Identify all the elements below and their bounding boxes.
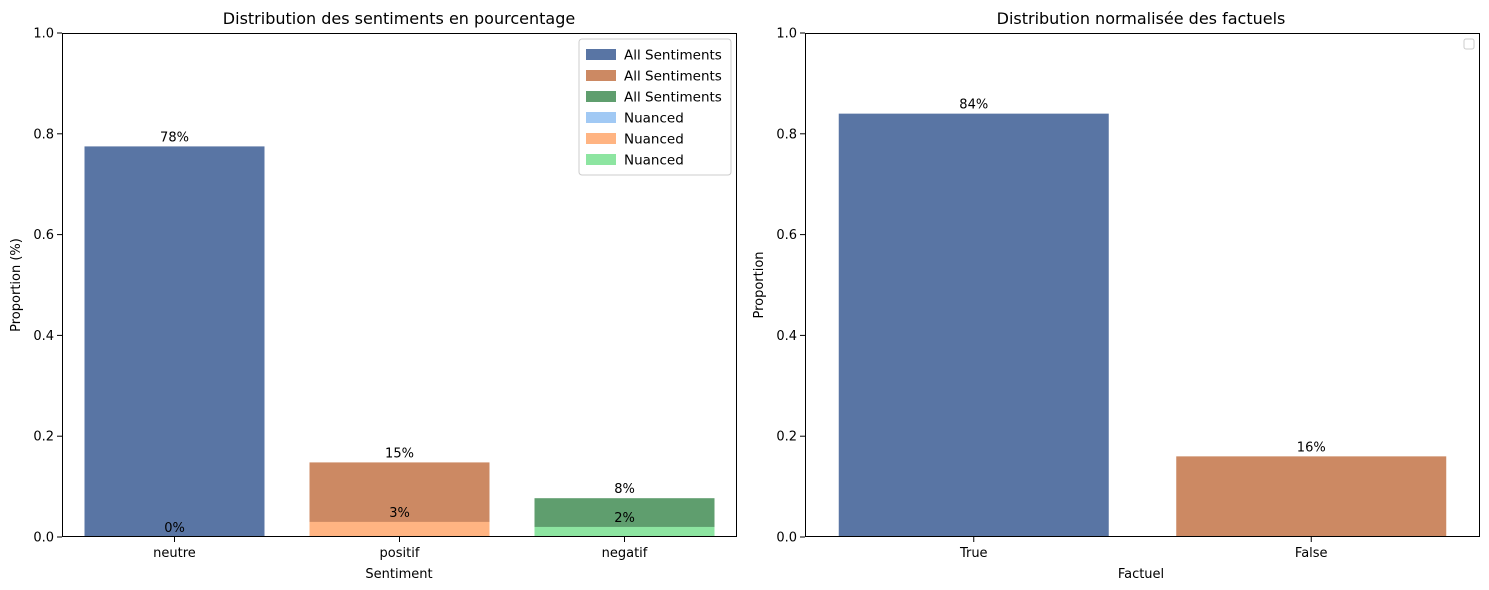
chart2-ytick-label: 0.0	[776, 531, 797, 546]
chart2-data-label: 84%	[959, 98, 988, 113]
chart1-data-label: 78%	[160, 130, 189, 145]
chart1-legend-swatch	[586, 49, 616, 60]
chart2-ytick-label: 0.8	[776, 127, 797, 142]
chart1-ytick-label: 0.8	[33, 127, 54, 142]
chart2-ytick-label: 0.2	[776, 430, 797, 445]
chart1-ytick-label: 0.4	[33, 329, 54, 344]
chart1-xlabel: Sentiment	[365, 567, 432, 582]
chart2-legend-box	[1463, 38, 1475, 50]
chart1-ylabel: Proportion (%)	[9, 238, 24, 332]
chart2-ytick-label: 1.0	[776, 27, 797, 42]
chart2-xtick-label: True	[959, 546, 988, 561]
chart1-data-label: 8%	[614, 482, 635, 497]
chart1-legend-label: Nuanced	[624, 153, 684, 169]
chart2-title: Distribution normalisée des factuels	[997, 9, 1286, 28]
chart1-legend-label: All Sentiments	[624, 69, 722, 85]
chart1-ytick-label: 1.0	[33, 27, 54, 42]
chart2-axes-frame	[805, 33, 1480, 537]
chart1-ytick-label: 0.0	[33, 531, 54, 546]
chart1-xtick-label: negatif	[602, 546, 648, 561]
chart1-bar-all-sentiments-neutre	[84, 146, 265, 537]
chart2-ylabel: Proportion	[752, 251, 767, 318]
chart1-legend-label: Nuanced	[624, 132, 684, 148]
chart2-ytick-label: 0.6	[776, 228, 797, 243]
chart1-axes-frame	[62, 33, 737, 537]
chart1-legend-label: Nuanced	[624, 111, 684, 127]
chart1-legend-swatch	[586, 91, 616, 102]
chart2-bar-series-false	[1176, 456, 1447, 537]
factuel-chart: Distribution normalisée des factuels Fac…	[752, 9, 1480, 582]
chart1-legend-swatch	[586, 133, 616, 144]
chart1-legend-box	[578, 38, 732, 176]
chart1-bar-nuanced-negatif	[534, 526, 715, 537]
chart1-legend-swatch	[586, 70, 616, 81]
chart1-xtick-label: neutre	[153, 546, 196, 561]
chart1-legend-label: All Sentiments	[624, 90, 722, 106]
chart2-data-label: 16%	[1297, 440, 1326, 455]
chart1-ytick-label: 0.6	[33, 228, 54, 243]
chart1-plot: 0.0 0.2 0.4 0.6 0.8 1.0 78% 15% 8% 0% 3% 2% neutre po…	[33, 27, 737, 561]
chart1-legend-swatch	[586, 112, 616, 123]
chart2-plot: 0.0 0.2 0.4 0.6 0.8 1.0 84% 16% True False	[776, 27, 1480, 561]
chart1-legend-label: All Sentiments	[624, 48, 722, 64]
chart1-data-label: 2%	[614, 511, 635, 526]
chart1-bar-nuanced-positif	[309, 521, 490, 537]
chart1-legend: All Sentiments All Sentiments All Sentimen…	[578, 38, 732, 176]
chart2-ytick-label: 0.4	[776, 329, 797, 344]
chart1-title: Distribution des sentiments en pourcenta…	[223, 9, 575, 28]
chart1-data-label: 15%	[385, 446, 414, 461]
chart1-ytick-label: 0.2	[33, 430, 54, 445]
sentiment-chart: Distribution des sentiments en pourcenta…	[9, 9, 737, 582]
chart2-bar-series-true	[838, 113, 1109, 537]
chart1-xtick-label: positif	[380, 546, 420, 561]
chart2-xlabel: Factuel	[1118, 567, 1164, 582]
chart1-data-label: 3%	[389, 506, 410, 521]
chart1-data-label: 0%	[164, 521, 185, 536]
chart1-legend-swatch	[586, 154, 616, 165]
chart2-xtick-label: False	[1295, 546, 1328, 561]
